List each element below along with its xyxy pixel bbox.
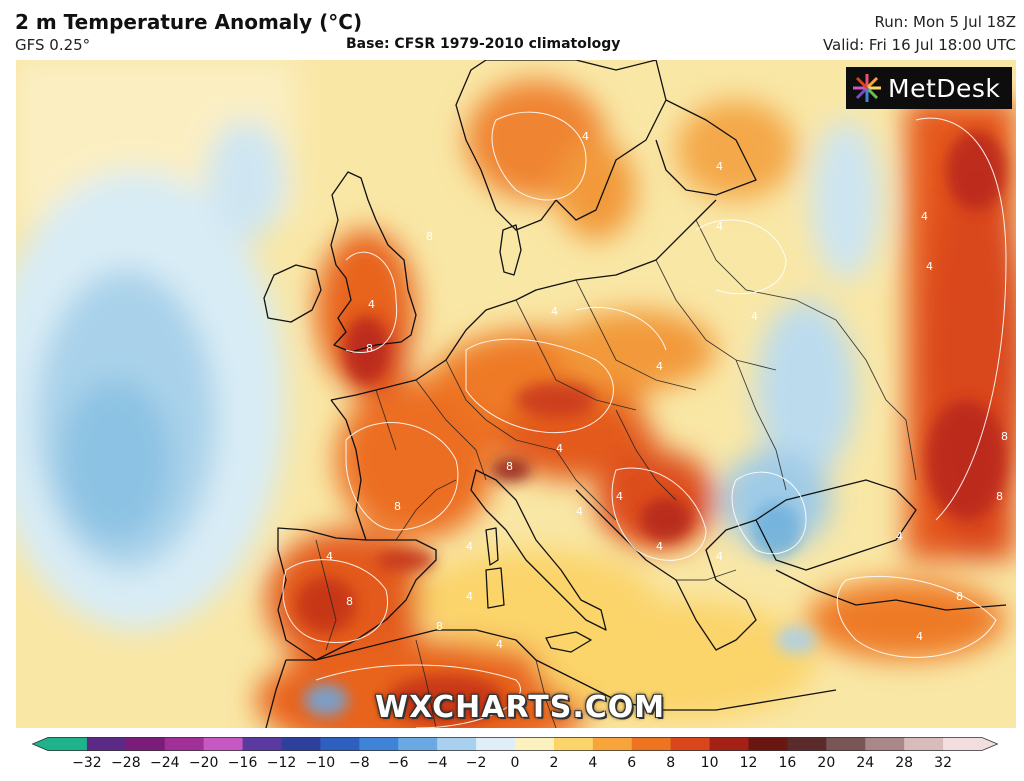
colorbar-tick-label: −24 [149, 755, 180, 771]
contour-label: 4 [926, 260, 933, 273]
metdesk-logo: MetDesk [846, 67, 1012, 109]
climatology-base-label: Base: CFSR 1979-2010 climatology [346, 36, 621, 52]
contour-label: 4 [896, 530, 903, 543]
colorbar [32, 737, 998, 751]
colorbar-segment [48, 737, 88, 751]
contour-label: 8 [346, 595, 353, 608]
contour-label: 8 [366, 342, 373, 355]
colorbar-tick-label: −28 [111, 755, 141, 771]
model-label: GFS 0.25° [15, 36, 91, 54]
colorbar-segment [670, 737, 711, 751]
colorbar-segment [398, 737, 438, 751]
colorbar-segment [709, 737, 749, 751]
colorbar-tick-label: −16 [227, 755, 258, 771]
contour-label: 4 [751, 310, 758, 323]
contour-label: 8 [506, 460, 513, 473]
contour-label: 4 [466, 540, 473, 553]
contour-label: 4 [616, 490, 623, 503]
colorbar-segment [203, 737, 244, 751]
contour-label: 4 [582, 130, 589, 143]
colorbar-max-arrow [982, 737, 998, 751]
wxcharts-watermark: WXCHARTS.COM [375, 690, 666, 725]
colorbar-tick-label: 24 [856, 755, 875, 771]
colorbar-segment [359, 737, 399, 751]
contour-label: 4 [551, 305, 558, 318]
contour-label: 8 [394, 500, 401, 513]
contour-label: 8 [996, 490, 1003, 503]
colorbar-segment [943, 737, 983, 751]
contour-label: 8 [426, 230, 433, 243]
colorbar-segment [476, 737, 516, 751]
colorbar-tick-label: −20 [188, 755, 219, 771]
colorbar-tick-label: −4 [426, 755, 448, 771]
colorbar-tick-label: 32 [934, 755, 952, 771]
colorbar-tick-label: 20 [817, 755, 836, 771]
contour-lines [282, 111, 1007, 728]
colorbar-tick-label: −6 [387, 755, 409, 771]
colorbar-tick-label: 28 [895, 755, 914, 771]
contour-label: 4 [716, 220, 723, 233]
contour-label: 4 [556, 442, 563, 455]
colorbar-segment [553, 737, 594, 751]
colorbar-tick-label: −32 [72, 755, 102, 771]
contour-label: 8 [436, 620, 443, 633]
contour-label: 4 [716, 550, 723, 563]
contour-label: 4 [326, 550, 333, 563]
contour-label: 8 [956, 590, 963, 603]
run-time-label: Run: Mon 5 Jul 18Z [874, 13, 1016, 31]
contour-label: 4 [466, 590, 473, 603]
colorbar-segment [320, 737, 360, 751]
colorbar-segment [515, 737, 555, 751]
colorbar-tick-label: −10 [305, 755, 336, 771]
colorbar-tick-label: 8 [666, 755, 676, 771]
colorbar-segment [125, 737, 166, 751]
colorbar-segment [787, 737, 827, 751]
colorbar-segment [904, 737, 944, 751]
colorbar-tick-label: 10 [700, 755, 719, 771]
contour-label: 8 [1001, 430, 1008, 443]
chart-title: 2 m Temperature Anomaly (°C) [15, 10, 363, 34]
colorbar-tick-label: 2 [549, 755, 559, 771]
colorbar-segment [86, 737, 127, 751]
colorbar-tick-label: 0 [510, 755, 520, 771]
metdesk-logo-icon [853, 74, 881, 102]
colorbar-tick-label: 4 [588, 755, 598, 771]
contour-label: 4 [368, 298, 375, 311]
contour-label: 4 [716, 160, 723, 173]
colorbar-tick-label: 6 [627, 755, 637, 771]
colorbar-segment [281, 737, 321, 751]
contour-label: 4 [576, 505, 583, 518]
metdesk-logo-text: MetDesk [888, 73, 1001, 103]
colorbar-tick-label: −8 [349, 755, 370, 771]
chart-header: 2 m Temperature Anomaly (°C) GFS 0.25° B… [0, 0, 1024, 60]
colorbar-tick-label: 16 [778, 755, 797, 771]
contour-label: 4 [916, 630, 923, 643]
colorbar-segment [865, 737, 905, 751]
valid-time-label: Valid: Fri 16 Jul 18:00 UTC [822, 36, 1016, 54]
colorbar-segment [631, 737, 672, 751]
temperature-anomaly-map: 4 4 4 8 8 4 4 4 8 4 4 4 4 4 8 8 4 8 4 8 … [16, 60, 1016, 728]
colorbar-segment [164, 737, 205, 751]
coastlines [263, 60, 1007, 728]
colorbar-tick-label: −2 [465, 755, 487, 771]
contour-label: 4 [656, 540, 663, 553]
contour-label: 4 [921, 210, 928, 223]
colorbar-segment [826, 737, 866, 751]
country-borders [315, 219, 917, 728]
colorbar-segment [592, 737, 633, 751]
contour-label: 4 [656, 360, 663, 373]
colorbar-segment [748, 737, 788, 751]
contour-label: 4 [496, 638, 503, 651]
colorbar-segment [437, 737, 477, 751]
colorbar-tick-labels: −32 −28 −24 −20 −16 −12 −10 −8 −6 −4 −2 0 2 4 6 8 10 12 16… [0, 753, 1024, 777]
contour-labels: 4 4 4 8 8 4 4 4 8 4 4 4 4 4 8 8 4 8 4 8 … [326, 130, 1008, 651]
colorbar-min-arrow [32, 737, 48, 751]
colorbar-tick-label: −12 [266, 755, 297, 771]
colorbar-tick-label: 12 [739, 755, 758, 771]
colorbar-segment [242, 737, 282, 751]
